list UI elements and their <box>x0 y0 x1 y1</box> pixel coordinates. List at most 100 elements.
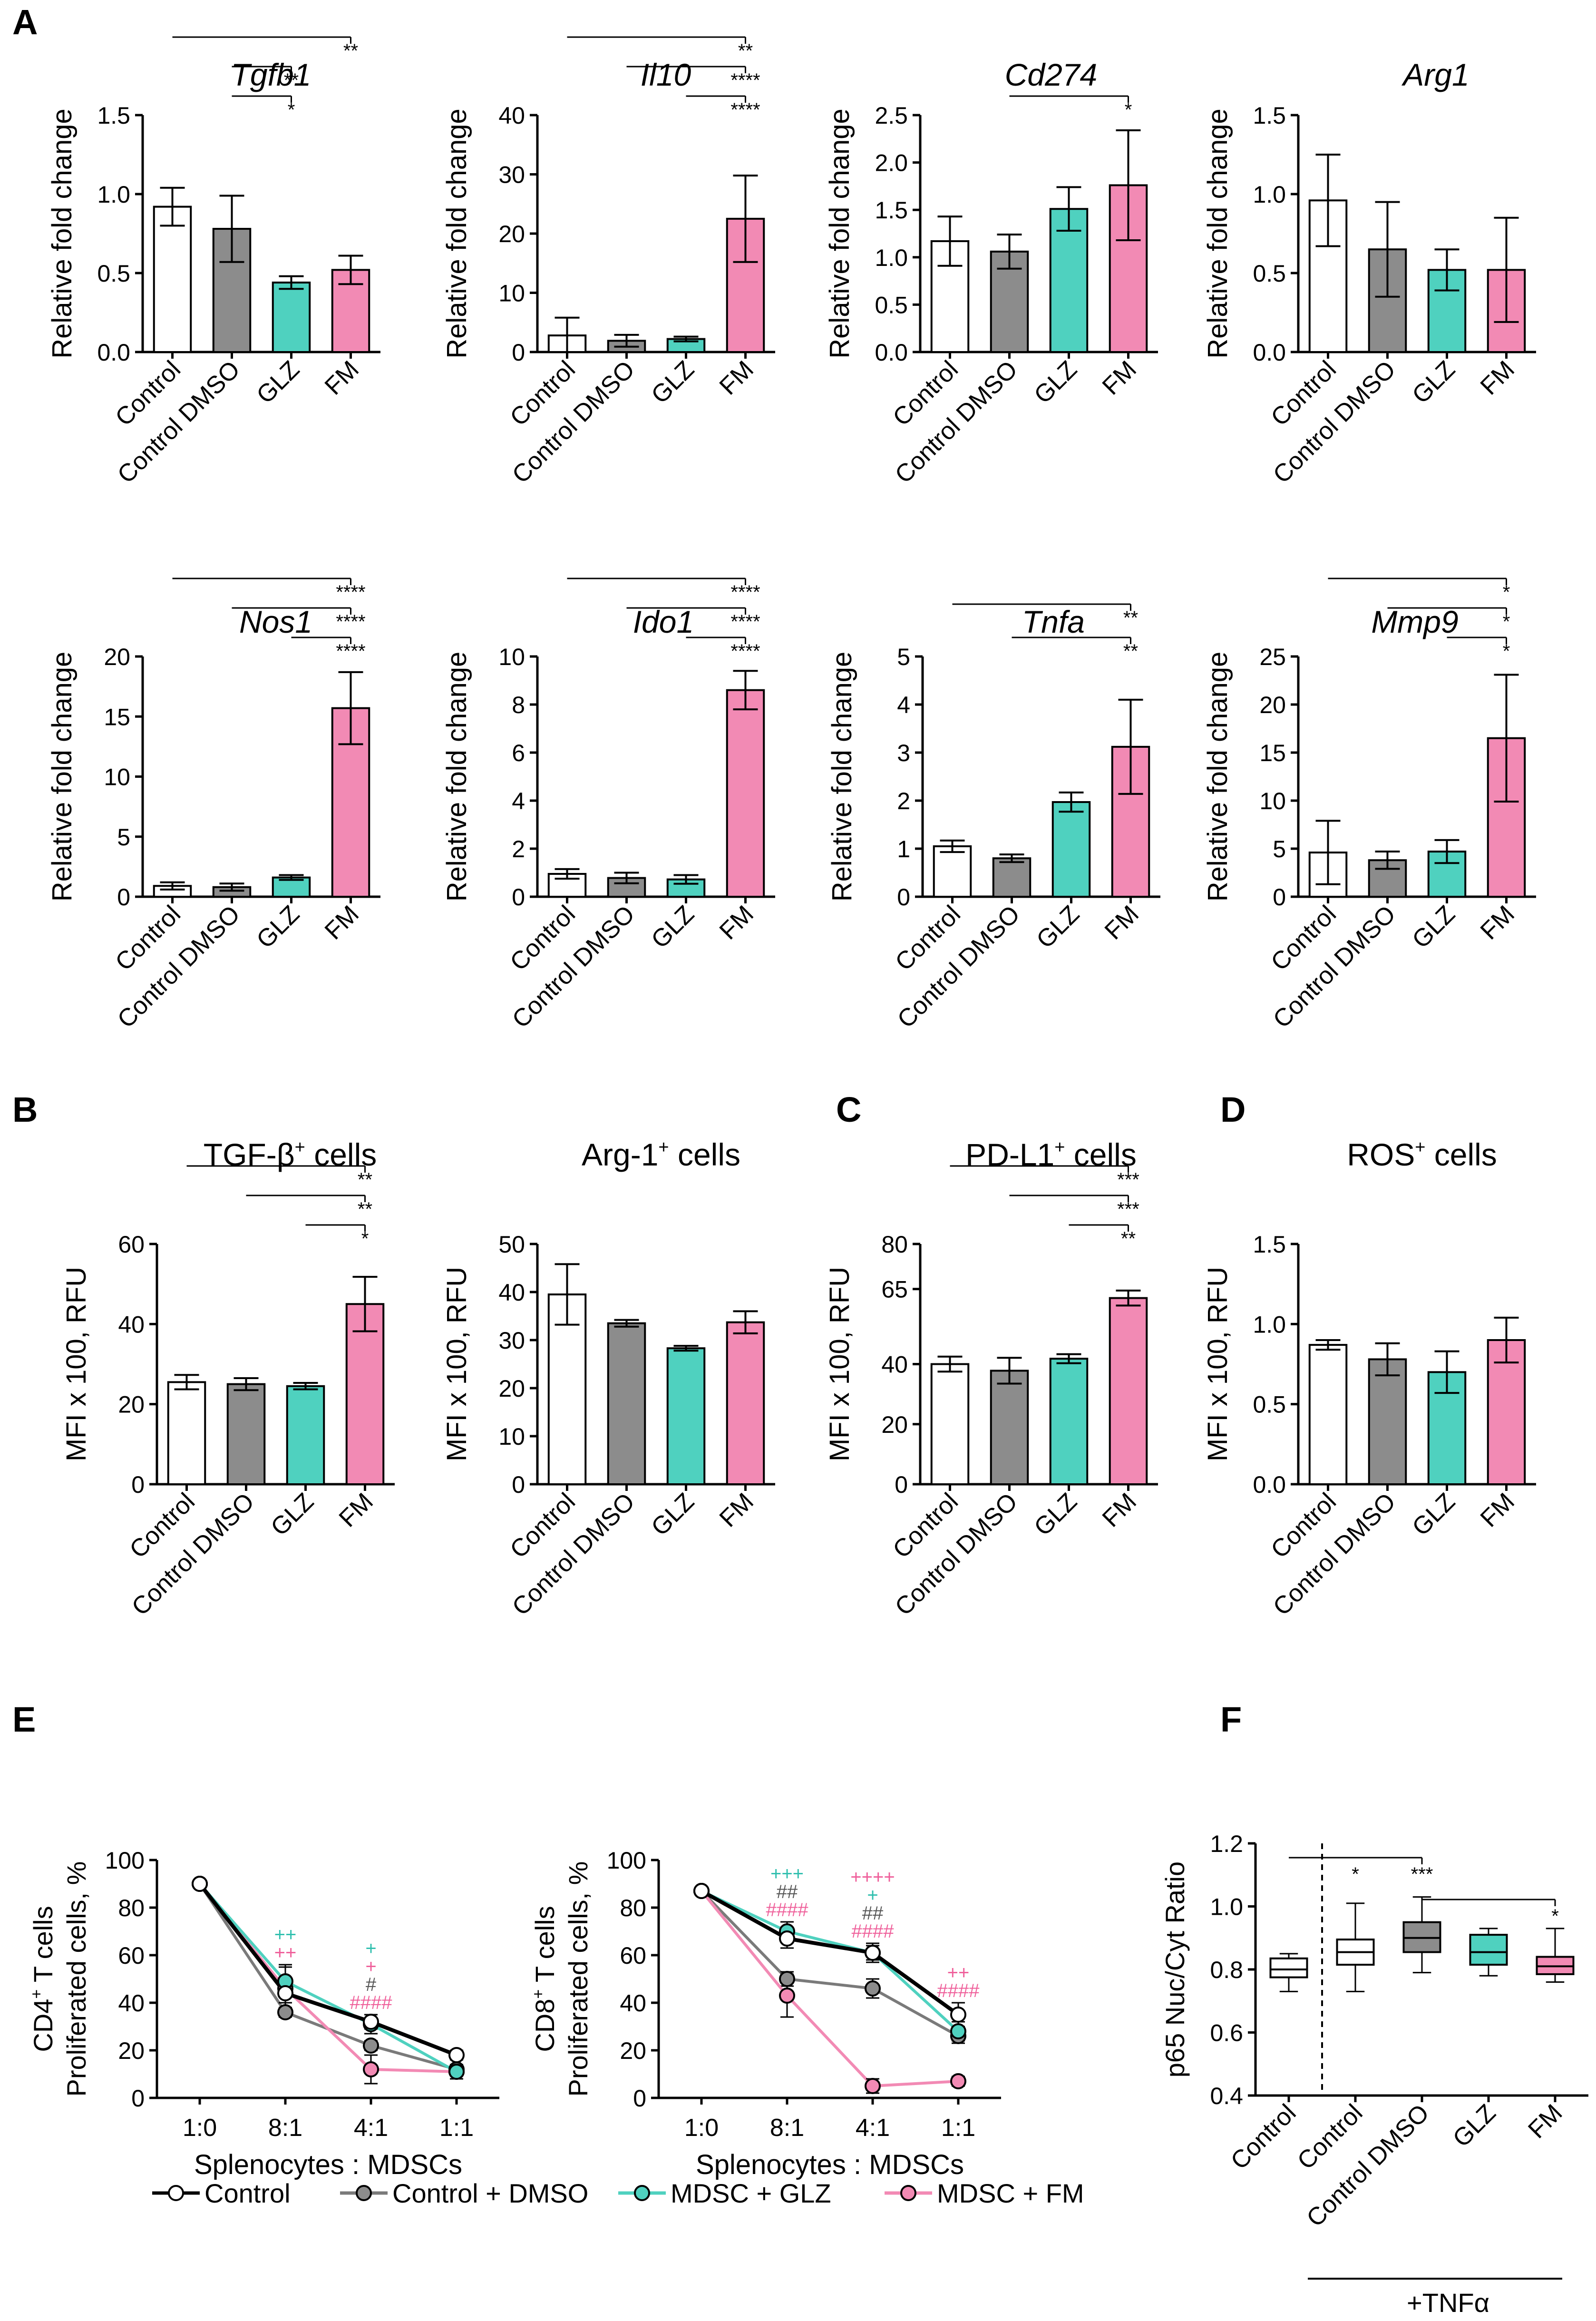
significance-label: ** <box>1123 607 1138 628</box>
data-point <box>950 2073 966 2089</box>
data-point <box>192 1876 208 1892</box>
data-point <box>277 1985 293 2001</box>
significance-label: ** <box>1123 641 1138 662</box>
y-tick-label: 1.0 <box>1210 1894 1243 1920</box>
x-tick-label: FM <box>714 355 759 400</box>
x-tick-label: GLZ <box>1448 2099 1501 2153</box>
chart-title: Ido1 <box>633 604 694 639</box>
y-tick-label: 60 <box>620 1942 646 1969</box>
bar-control <box>930 1363 970 1485</box>
y-tick-label: 0.8 <box>1210 1957 1243 1983</box>
y-tick-label: 2 <box>512 836 525 862</box>
panel-letter-c: C <box>836 1090 861 1129</box>
significance-label: + <box>867 1885 878 1906</box>
y-tick-label: 0.6 <box>1210 2020 1243 2047</box>
data-point <box>277 2004 293 2020</box>
bar-control-dmso <box>226 1383 266 1485</box>
x-tick-label: FM <box>1097 355 1142 400</box>
y-tick-label: 1.5 <box>875 197 908 224</box>
y-tick-label: 40 <box>498 102 525 129</box>
y-tick-label: 5 <box>897 644 910 670</box>
box <box>1469 1934 1508 1966</box>
y-tick-label: 0.5 <box>1253 260 1286 287</box>
x-tick-label: FM <box>1475 1488 1520 1532</box>
chart-title: ROS+ cells <box>1347 1137 1497 1172</box>
bar-glz <box>272 281 311 353</box>
y-tick-label: 4 <box>897 692 910 718</box>
x-tick-label: GLZ <box>1407 355 1460 409</box>
bar-control <box>547 1293 587 1486</box>
x-tick-label: GLZ <box>251 355 305 409</box>
bar-control-dmso <box>607 1322 646 1485</box>
x-tick-label: FM <box>334 1488 379 1532</box>
y-axis-label: Relative fold change <box>47 652 78 902</box>
x-tick-label: Control DMSO <box>1301 2099 1434 2232</box>
x-tick-label: 1:1 <box>941 2114 975 2142</box>
x-tick-label: 8:1 <box>770 2114 804 2142</box>
x-tick-label: 1:0 <box>183 2114 217 2142</box>
y-tick-label: 0 <box>131 1471 145 1498</box>
x-tick-label: 8:1 <box>268 2114 302 2142</box>
data-point <box>865 1980 881 1997</box>
chart-title: Arg-1+ cells <box>582 1137 740 1172</box>
y-tick-label: 1.0 <box>97 181 130 208</box>
data-point <box>779 1930 795 1947</box>
y-tick-label: 1 <box>897 836 910 862</box>
y-tick-label: 100 <box>105 1847 145 1874</box>
y-tick-label: 0 <box>897 884 910 911</box>
significance-label: **** <box>336 582 365 603</box>
y-tick-label: 0 <box>512 339 525 366</box>
significance-label: ** <box>358 1199 372 1220</box>
x-tick-label: 1:1 <box>439 2114 474 2142</box>
y-axis-label: p65 Nuc/Cyt Ratio <box>1160 1861 1190 2077</box>
y-tick-label: 100 <box>607 1847 646 1874</box>
legend-marker <box>168 2185 184 2201</box>
chart-title-superscript: + <box>1054 1137 1065 1157</box>
y-tick-label: 0.5 <box>1253 1391 1286 1418</box>
significance-label: #### <box>852 1921 895 1942</box>
x-tick-label: FM <box>320 900 364 945</box>
charts-layer: Tgfb1 0.0 0.5 1.0 1.5 Relative fold change Con… <box>28 36 1588 2318</box>
x-axis-label: Splenocytes : MDSCs <box>696 2149 964 2180</box>
significance-label: + <box>365 1938 376 1959</box>
y-tick-label: 10 <box>498 1423 525 1450</box>
significance-label: *** <box>1117 1199 1139 1220</box>
x-tick-label: FM <box>1100 900 1144 945</box>
x-tick-label: GLZ <box>1029 1488 1082 1541</box>
chart-title: Il10 <box>641 57 691 92</box>
bar-control <box>933 845 972 898</box>
y-tick-label: 6 <box>512 740 525 766</box>
x-tick-label: GLZ <box>251 900 305 954</box>
x-tick-label: GLZ <box>1031 900 1085 954</box>
y-tick-label: 60 <box>118 1231 145 1258</box>
series-line-mdsc-fm <box>198 1883 457 2073</box>
chart-title: Tnfa <box>1022 604 1085 639</box>
significance-label: # <box>366 1974 377 1995</box>
significance-label: #### <box>350 1992 393 2013</box>
data-point <box>779 1988 795 2004</box>
chart-cd8: 0 20 40 60 80 100 1:0 8:1 4:1 1:1 Splenocytes : MD… <box>529 1847 1001 2180</box>
series-line-mdsc-glz <box>701 1890 960 2033</box>
data-point <box>363 2061 379 2077</box>
chart-cd4: 0 20 40 60 80 100 1:0 8:1 4:1 1:1 Splenocytes : MD… <box>28 1847 499 2180</box>
significance-label: *** <box>1411 1864 1433 1885</box>
data-point <box>950 2023 966 2039</box>
y-tick-label: 15 <box>104 704 130 730</box>
data-point <box>865 2078 881 2094</box>
series-line-control-dmso <box>700 1890 959 2037</box>
y-label-cell: CD4 <box>28 1999 58 2052</box>
significance-label: ## <box>862 1903 884 1924</box>
y-tick-label: 10 <box>104 764 130 791</box>
chart-title-superscript: + <box>658 1137 669 1157</box>
y-tick-label: 40 <box>620 1990 646 2017</box>
bar-control <box>167 1381 206 1485</box>
x-tick-label: 4:1 <box>354 2114 388 2142</box>
y-tick-label: 20 <box>498 1375 525 1402</box>
significance-label: ++ <box>274 1942 297 1963</box>
y-tick-label: 40 <box>118 1990 145 2017</box>
significance-label: * <box>1503 582 1510 603</box>
bar-fm <box>1487 1339 1526 1485</box>
